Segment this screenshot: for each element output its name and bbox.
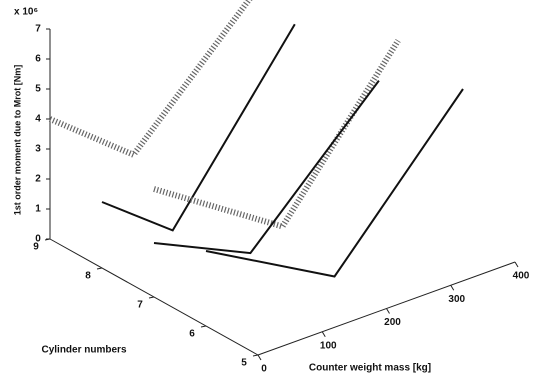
z-tick-label: 4: [35, 114, 41, 125]
z-axis-label: 1st order moment due to Mrot [Nm]: [12, 65, 22, 216]
x-tick: [450, 284, 455, 291]
x-tick-label: 200: [384, 317, 401, 328]
x-tick: [514, 261, 519, 268]
x-tick: [321, 331, 326, 338]
y-tick-label: 9: [33, 242, 39, 253]
z-tick-label: 5: [35, 84, 41, 95]
y-tick: [148, 296, 155, 299]
y-tick-label: 5: [241, 358, 247, 369]
x-tick-label: 300: [448, 294, 465, 305]
z-tick-label: 0: [35, 234, 41, 245]
y-tick-label: 6: [189, 329, 195, 340]
y-tick: [200, 325, 207, 328]
x-tick-label: 400: [513, 271, 530, 282]
y-tick-label: 7: [137, 300, 143, 311]
z-tick-label: 2: [35, 174, 41, 185]
y-tick: [252, 354, 259, 357]
z-multiplier: x 10⁶: [14, 7, 38, 18]
x-tick: [386, 308, 390, 314]
solid-line: [205, 88, 464, 278]
x-axis-label: Counter weight mass [kg]: [309, 363, 431, 374]
z-tick-label: 3: [35, 144, 41, 155]
y-axis-label: Cylinder numbers: [41, 345, 126, 356]
y-tick: [96, 267, 103, 270]
solid-line: [153, 80, 380, 255]
x-tick: [257, 354, 262, 361]
y-tick-label: 8: [85, 271, 91, 282]
z-tick-label: 6: [35, 54, 41, 65]
z-tick-label: 7: [35, 24, 41, 35]
x-tick-label: 100: [320, 340, 337, 351]
z-tick-label: 1: [35, 204, 41, 215]
x-tick-label: 0: [261, 364, 267, 375]
solid-line: [101, 23, 296, 232]
hatched-line: [48, 0, 253, 159]
